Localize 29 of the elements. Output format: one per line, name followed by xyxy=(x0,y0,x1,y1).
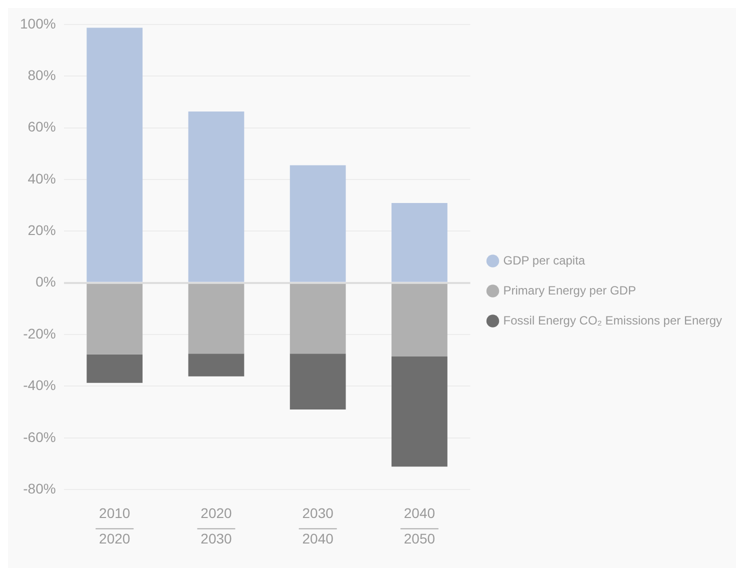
x-tick-label: 2010 2020 xyxy=(99,505,130,546)
y-tick-label: -20% xyxy=(23,325,56,342)
bar xyxy=(392,356,448,467)
legend-label: Fossil Energy CO₂ Emissions per Energy xyxy=(503,313,722,328)
bar xyxy=(290,165,346,282)
x-tick-label: 2040 2050 xyxy=(404,505,436,546)
bar xyxy=(392,202,448,282)
bar xyxy=(290,284,346,354)
bar xyxy=(86,28,143,282)
y-tick-label: 100% xyxy=(20,15,56,32)
y-tick-label: -60% xyxy=(23,428,56,445)
legend-label: GDP per capita xyxy=(503,253,586,268)
bar xyxy=(188,111,244,282)
legend-label: Primary Energy per GDP xyxy=(503,283,636,298)
y-tick-label: 0% xyxy=(36,274,56,290)
y-tick-label: 20% xyxy=(28,222,56,238)
bar xyxy=(392,284,448,356)
y-tick-label: 40% xyxy=(28,170,56,186)
y-tick-label: -80% xyxy=(23,480,56,496)
bar xyxy=(290,354,346,410)
bar xyxy=(86,284,143,354)
bar xyxy=(86,354,143,383)
bar xyxy=(188,284,244,354)
y-tick-label: 60% xyxy=(28,118,56,135)
y-tick-label: 80% xyxy=(28,66,56,83)
bar xyxy=(188,354,244,376)
x-tick-label: 2030 2040 xyxy=(302,505,334,546)
y-tick-label: -40% xyxy=(23,377,56,394)
x-tick-label: 2020 2030 xyxy=(200,505,232,546)
